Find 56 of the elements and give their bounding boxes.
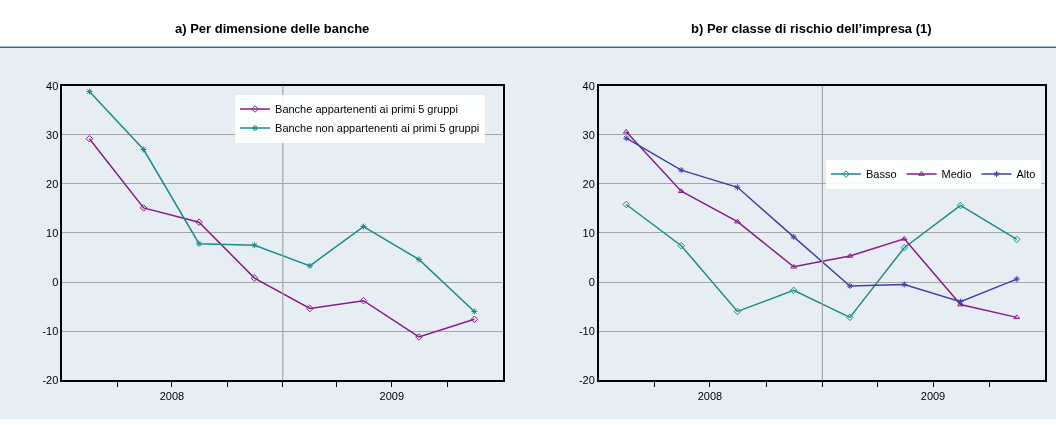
point [622,128,630,134]
y-tick-label: -20 [578,374,595,387]
legend-label: Medio [941,168,972,181]
x-tick-label: 2009 [379,390,405,403]
point [140,146,148,154]
point [956,201,965,210]
point [846,313,854,322]
x-tick-label: 2008 [159,390,185,403]
y-tick-label: 10 [582,226,595,239]
y-tick-label: 0 [588,275,595,288]
point [306,262,314,270]
point [359,296,368,305]
point [790,263,798,269]
y-tick-label: -20 [42,374,59,387]
y-tick-label: 30 [46,128,59,141]
point [250,274,259,282]
point [1012,235,1021,244]
legend-label: Banche non appartenenti ai primi 5 gruppi [275,122,480,135]
point [900,235,908,241]
point [900,243,909,252]
point [733,307,742,316]
point [306,304,314,313]
y-tick-label: -10 [578,324,595,337]
chart-title: b) Per classe di rischio dell’impresa (1) [691,21,932,36]
y-tick-label: 0 [52,275,59,288]
legend-label: Alto [1016,168,1036,181]
point [1013,314,1021,320]
y-tick-label: 10 [46,226,59,239]
point [195,218,203,226]
point [733,183,741,191]
point [677,241,685,250]
y-tick-label: 40 [46,79,59,92]
point [790,233,798,241]
point [139,204,148,212]
legend-label: Banche appartenenti ai primi 5 gruppi [275,103,458,116]
point [846,282,854,290]
point [195,240,203,248]
y-tick-label: 30 [582,128,595,141]
point [85,134,94,143]
point [622,200,630,209]
y-tick-label: 40 [582,79,595,92]
x-tick-label: 2008 [697,390,723,403]
point [789,286,798,295]
point [415,255,423,263]
chart-title: a) Per dimensione delle banche [175,21,370,36]
y-tick-label: 20 [582,177,595,190]
point [734,218,741,224]
point [415,333,423,341]
legend-label: Basso [865,168,897,181]
point [250,241,258,249]
point [360,223,367,231]
point [677,166,685,174]
point [470,315,479,324]
x-tick-label: 2009 [920,390,946,403]
y-tick-label: -10 [42,324,59,337]
y-tick-label: 20 [46,177,59,190]
